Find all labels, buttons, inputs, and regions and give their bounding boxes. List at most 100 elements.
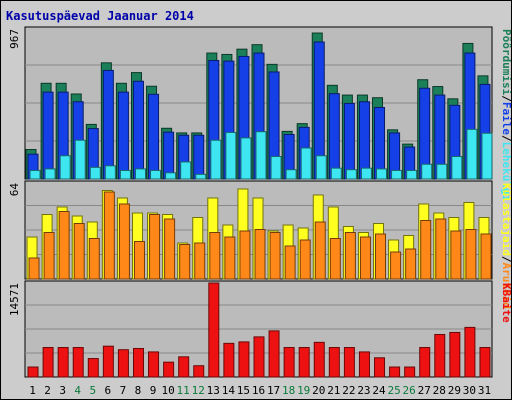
bar-kbaite-day-25 (389, 366, 401, 378)
bar-lehek-lgi-day-24 (376, 168, 388, 180)
bar-lehek-lgi-day-2 (44, 168, 56, 180)
x-tick-label-day-12: 12 (192, 384, 205, 397)
bar-aruteid-day-5 (88, 238, 100, 280)
panel-bottom: 14571 KBaite (8, 280, 512, 378)
bar-faile-day-7 (117, 91, 129, 180)
x-tick-label-day-18: 18 (282, 384, 295, 397)
bar-aruteid-day-30 (465, 229, 477, 280)
y-max-label: 14571 (8, 283, 21, 316)
bar-kbaite-day-17 (268, 330, 280, 378)
bar-kbaite-day-4 (72, 347, 84, 378)
bar-aruteid-day-1 (28, 257, 40, 280)
bar-lehek-lgi-day-1 (29, 169, 41, 180)
bar-aruteid-day-21 (329, 238, 341, 280)
x-tick-label-day-23: 23 (357, 384, 370, 397)
bar-aruteid-day-7 (118, 203, 130, 280)
bar-lehek-lgi-day-26 (406, 169, 418, 180)
bar-kbaite-day-16 (253, 336, 265, 378)
bar-aruteid-day-11 (179, 244, 191, 280)
x-tick-label-day-29: 29 (448, 384, 461, 397)
bar-aruteid-day-13 (209, 232, 221, 280)
bar-faile-day-2 (42, 91, 54, 180)
x-tick-label-day-11: 11 (177, 384, 190, 397)
x-tick-label-day-6: 6 (105, 384, 112, 397)
bar-aruteid-day-16 (254, 229, 266, 280)
bar-lehek-lgi-day-28 (436, 163, 448, 180)
bar-aruteid-day-3 (58, 211, 70, 280)
bar-aruteid-day-8 (133, 241, 145, 280)
bar-lehek-lgi-day-31 (481, 132, 493, 180)
bar-kbaite-day-12 (193, 365, 205, 378)
bar-kbaite-day-28 (434, 333, 446, 378)
x-tick-label-day-14: 14 (222, 384, 236, 397)
legend-item-p-rdumisi: Pöördumisi (500, 29, 511, 96)
chart-title: Kasutuspäevad Jaanuar 2014 (6, 9, 194, 23)
bar-kbaite-day-22 (343, 347, 355, 378)
bar-aruteid-day-29 (450, 230, 462, 280)
legend-item-kbaite: KBaite (500, 283, 511, 323)
legend-bottom: KBaite (500, 283, 512, 323)
x-tick-label-day-24: 24 (372, 384, 386, 397)
legend-text: Külastajaid/Aruteid (500, 183, 511, 309)
bar-kbaite-day-3 (57, 347, 69, 378)
bar-aruteid-day-22 (344, 232, 356, 280)
x-tick-label-day-13: 13 (207, 384, 220, 397)
x-tick-label-day-30: 30 (463, 384, 476, 397)
bar-lehek-lgi-day-19 (300, 147, 312, 180)
x-tick-label-day-21: 21 (327, 384, 340, 397)
bar-lehek-lgi-day-8 (134, 168, 146, 180)
x-tick-label-day-5: 5 (89, 384, 96, 397)
x-tick-label-day-7: 7 (120, 384, 127, 397)
bar-aruteid-day-10 (164, 218, 176, 280)
legend-item-faile: Faile (500, 102, 511, 135)
bar-kbaite-day-18 (283, 347, 295, 378)
bar-aruteid-day-23 (359, 236, 371, 280)
bar-kbaite-day-7 (117, 349, 129, 378)
bar-aruteid-day-17 (269, 232, 281, 280)
x-tick-label-day-8: 8 (135, 384, 142, 397)
bar-kbaite-day-8 (132, 347, 144, 378)
bar-aruteid-day-19 (299, 239, 311, 280)
bar-kbaite-day-6 (102, 345, 114, 378)
bar-faile-day-23 (358, 101, 370, 180)
bar-kbaite-day-26 (404, 366, 416, 378)
x-tick-label-day-9: 9 (150, 384, 157, 397)
bar-aruteid-day-27 (420, 220, 432, 280)
x-tick-label-day-19: 19 (297, 384, 310, 397)
x-tick-label-day-22: 22 (342, 384, 355, 397)
bar-lehek-lgi-day-11 (180, 161, 192, 180)
bar-faile-day-24 (374, 106, 386, 180)
bar-kbaite-day-21 (328, 347, 340, 378)
bar-faile-day-9 (148, 93, 160, 180)
bar-kbaite-day-13 (208, 282, 220, 378)
bar-aruteid-day-14 (224, 236, 236, 280)
bar-lehek-lgi-day-18 (285, 169, 297, 180)
bar-kbaite-day-30 (464, 326, 476, 378)
x-tick-label-day-26: 26 (403, 384, 416, 397)
bar-aruteid-day-6 (103, 191, 115, 280)
bar-lehek-lgi-day-17 (270, 156, 282, 180)
bar-aruteid-day-25 (390, 251, 402, 280)
bar-faile-day-8 (132, 80, 144, 180)
bar-kbaite-day-24 (374, 357, 386, 378)
bar-lehek-lgi-day-22 (345, 169, 357, 180)
bar-kbaite-day-23 (358, 351, 370, 378)
bar-faile-day-21 (328, 93, 340, 180)
x-tick-label-day-10: 10 (161, 384, 174, 397)
bar-lehek-lgi-day-5 (89, 166, 101, 180)
bar-aruteid-day-9 (149, 214, 161, 280)
legend-text: Pöördumisi/Faile/Lehekülgi (500, 29, 511, 202)
bar-faile-day-22 (343, 102, 355, 180)
bar-lehek-lgi-day-15 (240, 137, 252, 180)
bar-lehek-lgi-day-20 (315, 155, 327, 180)
bar-aruteid-day-18 (284, 245, 296, 280)
bar-aruteid-day-28 (435, 218, 447, 280)
bar-kbaite-day-20 (313, 341, 325, 378)
bar-lehek-lgi-day-25 (391, 169, 403, 180)
bar-faile-day-6 (102, 69, 114, 180)
bar-aruteid-day-31 (480, 233, 492, 280)
bar-lehek-lgi-day-30 (466, 128, 478, 180)
x-tick-label-day-15: 15 (237, 384, 250, 397)
